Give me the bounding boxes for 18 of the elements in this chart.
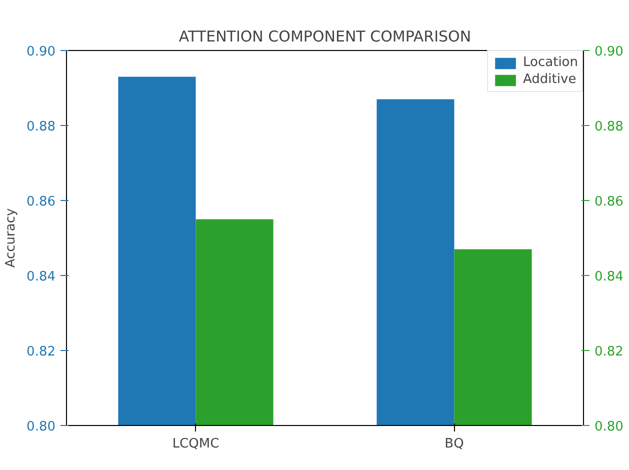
y-tick-label: 0.88	[26, 120, 56, 134]
y-tick-label: 0.86	[26, 194, 56, 210]
y2-tick-label: 0.84	[594, 270, 624, 284]
y-tick-label: 0.80	[26, 420, 56, 434]
x-tick-label: BQ	[444, 436, 464, 452]
x-tick-label: LCQMC	[172, 436, 220, 452]
y2-tick-label: 0.82	[594, 344, 624, 360]
y2-tick-label: 0.86	[594, 194, 624, 210]
y-tick-label: 0.90	[26, 44, 56, 60]
y2-tick-label: 0.88	[594, 120, 624, 134]
chart-title: ATTENTION COMPONENT COMPARISON	[178, 28, 472, 46]
y-tick-label: 0.84	[26, 270, 56, 284]
y-tick-label: 0.82	[26, 344, 56, 360]
y2-tick-label: 0.80	[594, 420, 624, 434]
y2-tick-label: 0.90	[594, 44, 624, 60]
legend-label: Additive	[523, 72, 576, 87]
y-axis-title: Accuracy	[4, 208, 19, 268]
legend-label: Location	[523, 55, 578, 70]
